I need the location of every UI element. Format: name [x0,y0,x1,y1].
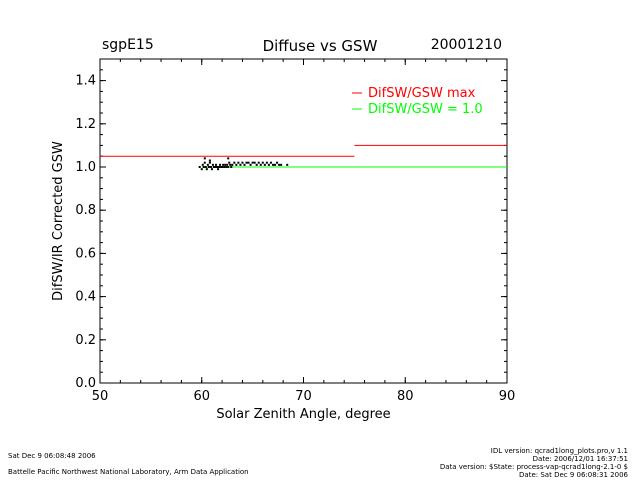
y-tick-label: 0.6 [75,246,96,261]
footer-timestamp: Sat Dec 9 06:08:48 2006 [8,452,96,460]
data-point [278,163,281,166]
data-point [226,163,229,166]
data-point [203,157,206,160]
data-point [230,166,233,168]
data-point [198,166,201,168]
data-point [229,163,232,166]
data-point [208,161,211,164]
data-point [265,161,268,164]
x-tick-label: 80 [397,389,414,404]
x-tick-label: 50 [92,389,109,404]
data-point [237,161,240,164]
data-point [286,163,289,166]
data-point [247,161,250,164]
data-point [207,166,210,168]
data-point [219,163,222,166]
date-label: 20001210 [430,37,502,53]
data-point [212,166,215,168]
data-point [222,163,225,166]
data-point [263,163,266,166]
data-point [243,163,246,166]
footer-idl-version: IDL version: qcrad1long_plots.pro,v 1.1 [490,447,628,455]
data-point [245,161,248,164]
data-point [269,161,272,164]
data-point [261,161,264,164]
data-point [223,166,226,168]
data-point [205,168,208,171]
data-point [274,163,277,166]
y-tick-label: 0.8 [75,203,96,218]
data-point [251,161,254,164]
y-tick-label: 0.0 [75,376,96,391]
data-point [200,168,203,171]
data-point [231,163,234,166]
footer-data-version: Data version: $State: process-vap-qcrad1… [439,463,628,471]
data-point [214,163,217,166]
data-point [201,163,204,166]
site-label: sgpE15 [102,37,154,53]
data-point [210,168,213,171]
data-point [228,161,231,164]
footer-idl-date: Date: 2006/12/01 16:37:51 [532,455,628,463]
data-point [211,163,214,166]
data-point [209,166,212,168]
y-tick-label: 0.4 [75,290,96,305]
data-point [203,161,206,164]
legend-label: DifSW/GSW max [368,86,476,101]
data-point [253,161,256,164]
data-point [259,163,262,166]
data-point [213,166,216,168]
data-point [235,163,238,166]
chart-title: Diffuse vs GSW [262,37,378,55]
data-point [206,163,209,166]
data-point [227,166,230,168]
data-point [249,163,252,166]
data-point [202,166,205,168]
legend-label: DifSW/GSW = 1.0 [368,102,483,117]
data-point [255,163,258,166]
y-tick-label: 0.2 [75,333,96,348]
data-point [257,161,260,164]
data-point [225,166,228,168]
x-tick-label: 60 [193,389,210,404]
data-point [218,166,221,168]
data-point [216,166,219,168]
footer-organization: Battelle Pacific Northwest National Labo… [8,468,249,476]
data-point [220,166,223,168]
x-axis-label: Solar Zenith Angle, degree [216,407,390,422]
data-point [217,168,220,171]
y-tick-label: 1.0 [75,160,96,175]
footer-data-date: Date: Sat Dec 9 06:08:31 2006 [519,471,628,479]
x-tick-label: 90 [499,389,516,404]
x-tick-label: 70 [295,389,312,404]
data-point [276,161,279,164]
data-point [224,163,227,166]
y-tick-label: 1.4 [75,74,96,89]
data-point [204,166,207,168]
y-tick-label: 1.2 [75,117,96,132]
data-point [241,161,244,164]
data-point [233,161,236,164]
y-axis-label: DifSW/IR Corrected GSW [51,141,66,301]
data-point [239,163,242,166]
data-point [271,163,274,166]
data-point [280,163,283,166]
data-point [267,163,270,166]
data-point [221,166,224,168]
data-point [227,157,230,160]
data-point [208,159,211,162]
